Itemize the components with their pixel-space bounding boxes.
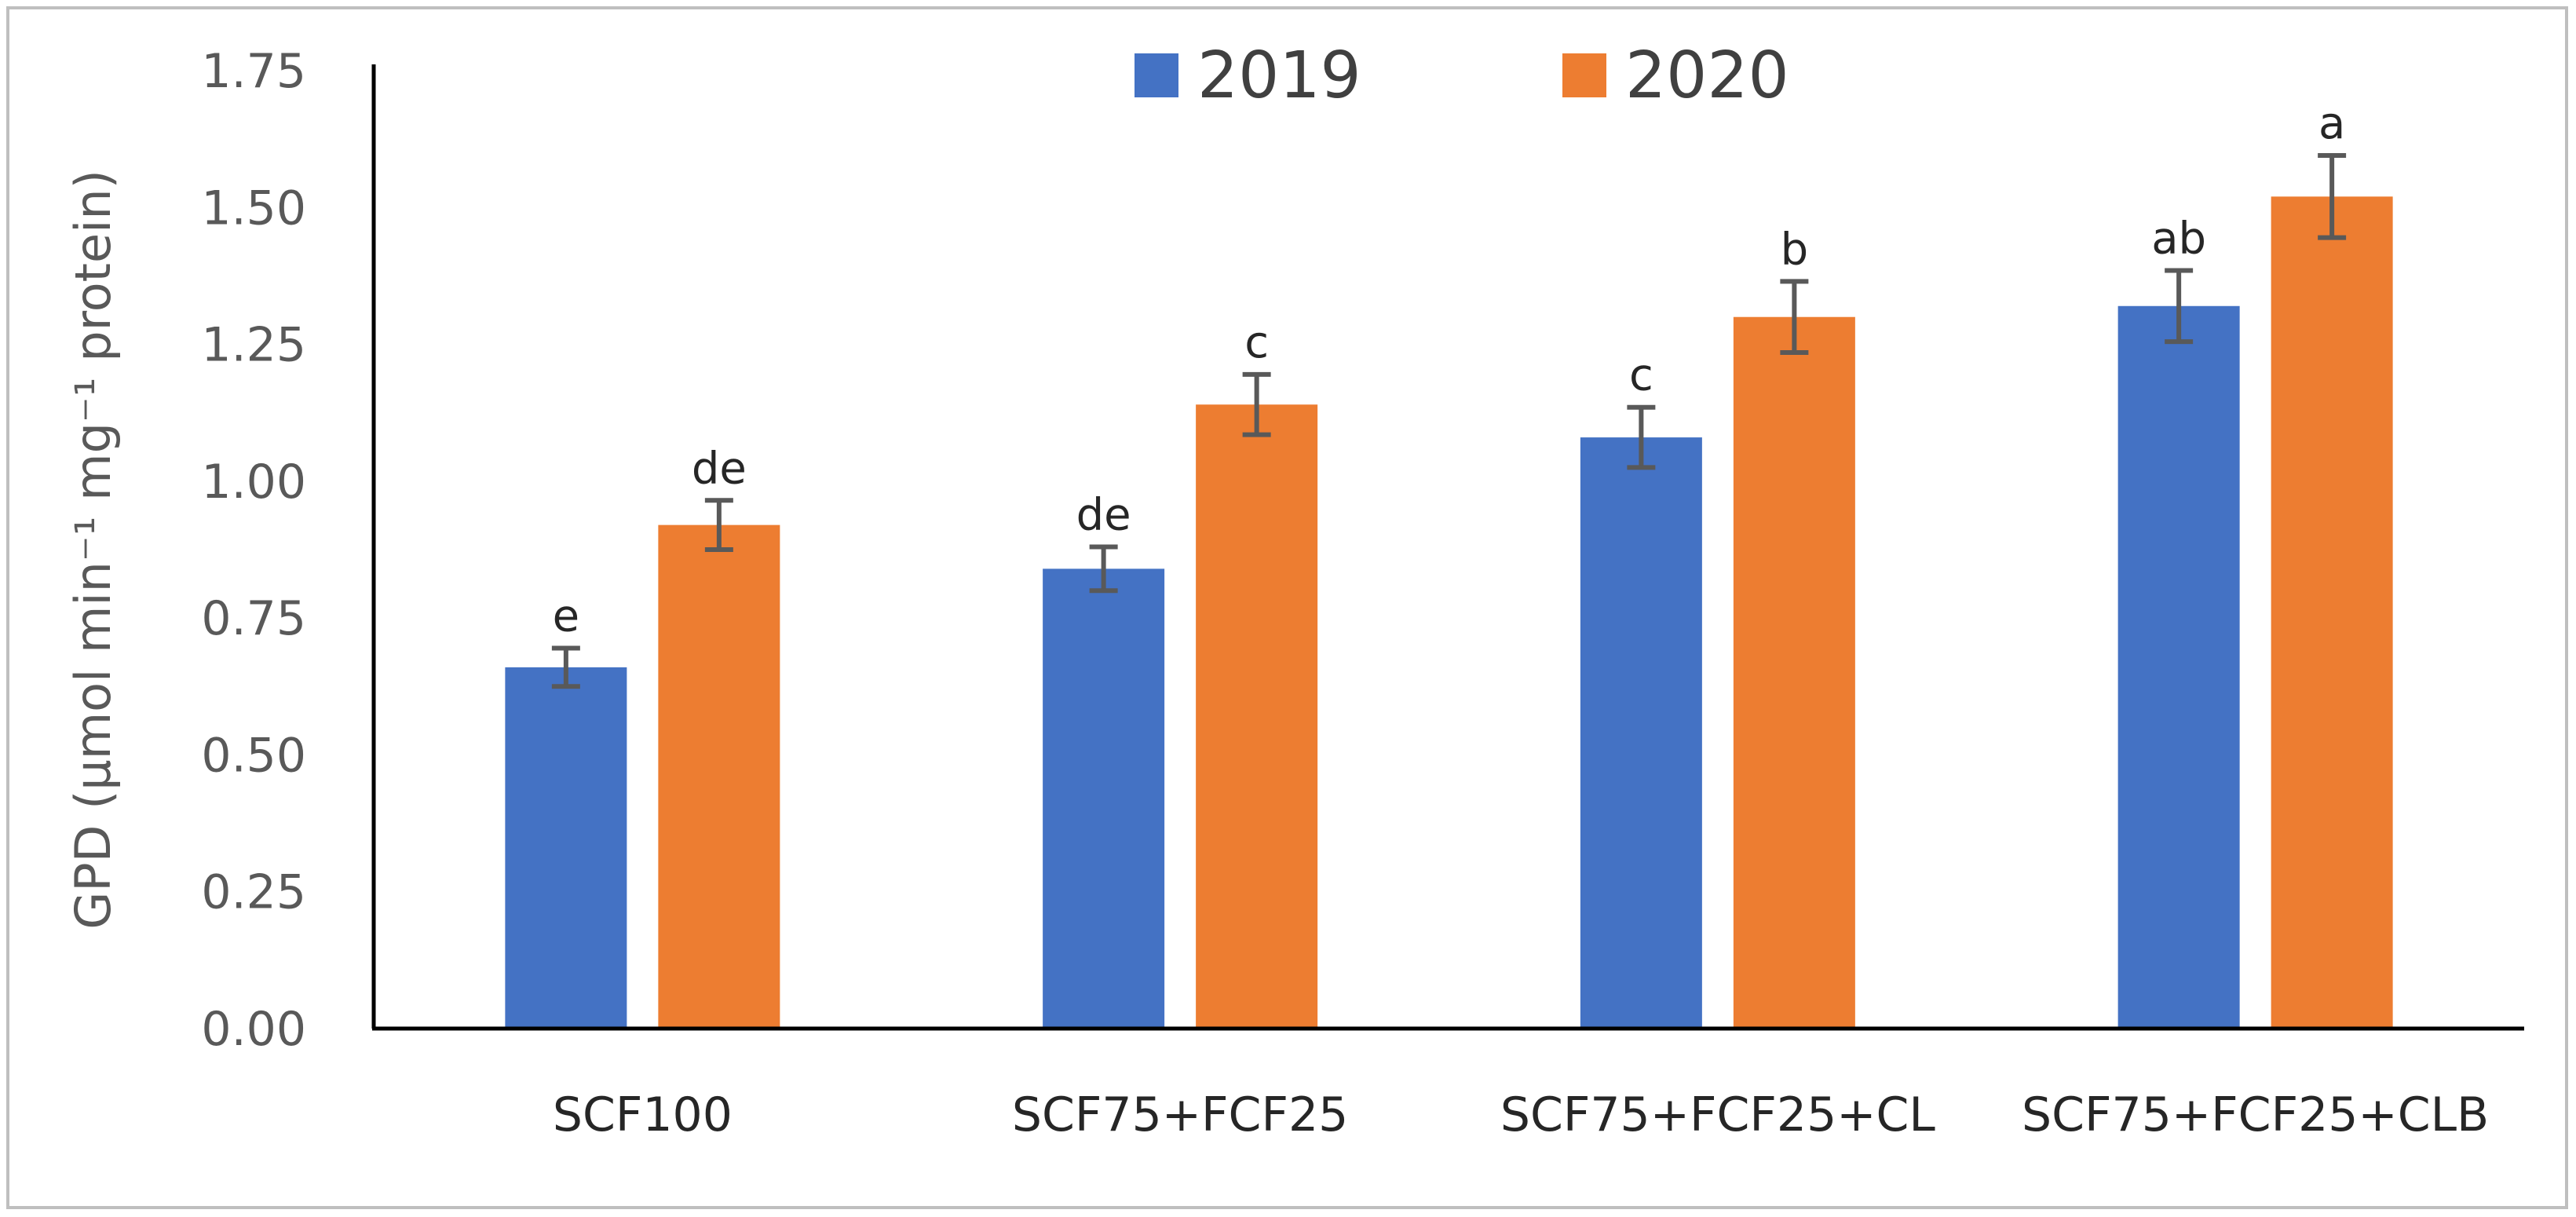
category-label: SCF75+FCF25+CL	[1500, 1087, 1936, 1142]
bar-2020-0	[658, 524, 780, 1029]
error-bars	[551, 153, 2347, 689]
y-tick-label: 0.00	[201, 1002, 306, 1057]
y-tick-label: 0.75	[201, 591, 306, 646]
error-bar	[1242, 371, 1271, 437]
significance-label: b	[1781, 224, 1809, 275]
bar-2019-1	[1043, 568, 1165, 1029]
y-tick-label: 1.75	[201, 44, 306, 99]
significance-label: e	[553, 590, 579, 641]
bars	[505, 196, 2393, 1029]
significance-label: ab	[2151, 213, 2206, 264]
bar-2019-0	[505, 667, 627, 1029]
legend-label: 2019	[1197, 38, 1361, 113]
axes	[371, 64, 2524, 1031]
legend-item-2020: 2020	[1562, 38, 1789, 113]
y-tick-label: 1.00	[201, 455, 306, 510]
error-bar	[704, 498, 733, 552]
bar-2020-3	[2271, 196, 2393, 1029]
y-axis-ticks: 0.00 0.25 0.50 0.75 1.00 1.25 1.50 1.75	[201, 44, 306, 1057]
category-label: SCF100	[553, 1087, 733, 1142]
category-label: SCF75+FCF25+CLB	[2022, 1087, 2489, 1142]
legend-label: 2020	[1625, 38, 1789, 113]
legend: 2019 2020	[1135, 38, 1789, 113]
significance-letters: e de de c c b ab a	[553, 98, 2346, 641]
error-bar	[2318, 153, 2347, 240]
legend-item-2019: 2019	[1135, 38, 1361, 113]
error-bar	[1780, 279, 1809, 356]
legend-swatch	[1135, 53, 1178, 97]
significance-label: c	[1629, 350, 1653, 401]
legend-swatch	[1562, 53, 1606, 97]
bar-2020-2	[1733, 316, 1855, 1029]
significance-label: a	[2318, 98, 2345, 149]
category-label: SCF75+FCF25	[1012, 1087, 1348, 1142]
significance-label: c	[1244, 317, 1269, 368]
y-tick-label: 1.50	[201, 181, 306, 236]
error-bar	[2165, 268, 2194, 345]
category-labels: SCF100 SCF75+FCF25 SCF75+FCF25+CL SCF75+FCF…	[553, 1087, 2489, 1142]
significance-label: de	[692, 443, 747, 494]
error-bar	[1627, 404, 1656, 470]
significance-label: de	[1076, 490, 1131, 541]
bar-2020-1	[1196, 404, 1318, 1029]
y-axis-title: GPD (µmol min⁻¹ mg⁻¹ protein)	[64, 170, 122, 930]
bar-2019-3	[2117, 305, 2240, 1029]
bar-2019-2	[1580, 437, 1702, 1029]
y-tick-label: 1.25	[201, 318, 306, 373]
y-tick-label: 0.25	[201, 865, 306, 920]
y-tick-label: 0.50	[201, 728, 306, 783]
error-bar	[551, 645, 580, 689]
error-bar	[1089, 544, 1118, 594]
